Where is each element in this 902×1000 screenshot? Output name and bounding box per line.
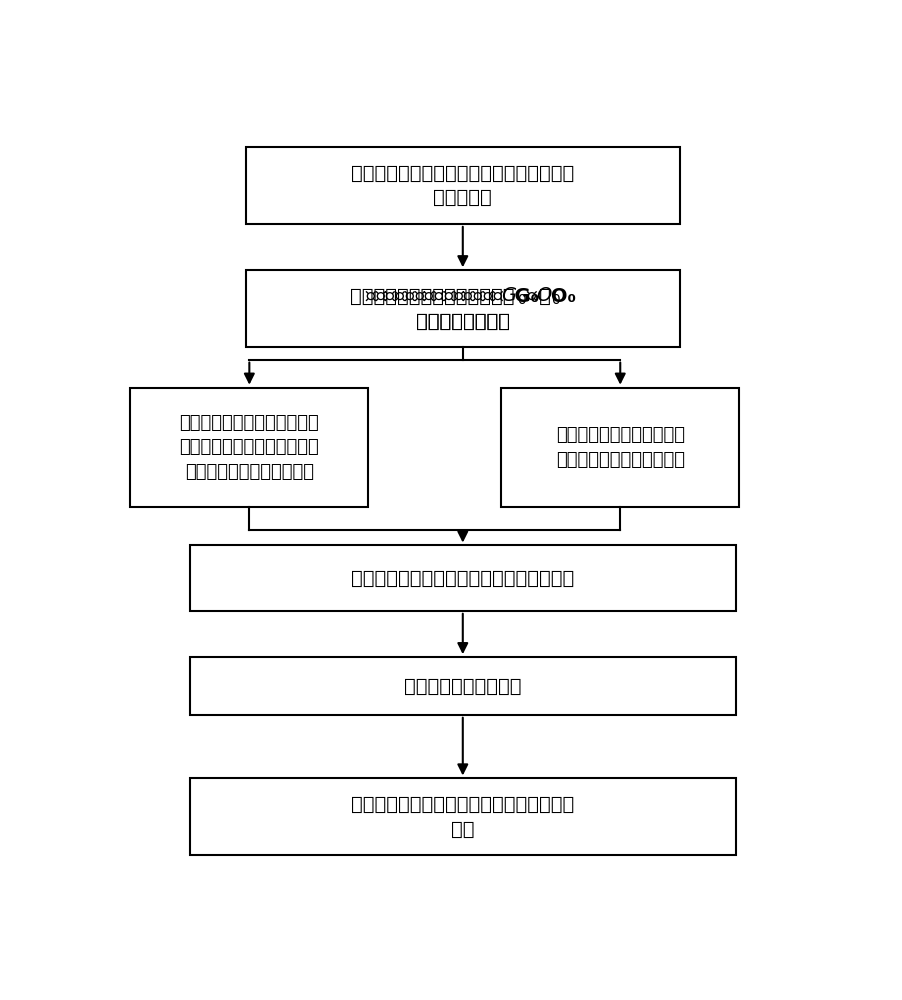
Text: 伸出，获取边框像元的校正参: 伸出，获取边框像元的校正参 [179, 438, 319, 456]
Text: 将初始辐射定标得到的参数矩阵$G_0$、$O_0$: 将初始辐射定标得到的参数矩阵$G_0$、$O_0$ [364, 286, 560, 307]
Text: 校正: 校正 [450, 820, 474, 839]
Bar [130, 388, 368, 507]
Text: 像，并计算其帧间位移参数: 像，并计算其帧间位移参数 [555, 451, 684, 469]
Bar [245, 270, 679, 347]
Bar [189, 778, 735, 855]
Text: 改造红外热像仪，加入可伸缩可控温边框黑: 改造红外热像仪，加入可伸缩可控温边框黑 [351, 164, 574, 183]
Text: 用代数算法计算多组全视场的两点校正参数: 用代数算法计算多组全视场的两点校正参数 [351, 569, 574, 588]
Bar [245, 147, 679, 224]
Text: 作为初始校正参数: 作为初始校正参数 [415, 311, 510, 330]
Text: 将初始辐射定标得到的参数矩阵G₀、O₀: 将初始辐射定标得到的参数矩阵G₀、O₀ [349, 287, 575, 306]
Text: 在两个场景下获取若干帧图: 在两个场景下获取若干帧图 [555, 426, 684, 444]
Text: 数，边框黑体光阑随即缩回: 数，边框黑体光阑随即缩回 [185, 463, 314, 481]
Bar [501, 388, 739, 507]
Text: 更新校正参数，用于后续红外视频的非均匀: 更新校正参数，用于后续红外视频的非均匀 [351, 795, 574, 814]
Text: 体视场光阑: 体视场光阑 [433, 188, 492, 207]
Text: 作为初始校正参数: 作为初始校正参数 [415, 311, 510, 330]
Text: 对校正参数进行帧平均: 对校正参数进行帧平均 [403, 676, 521, 695]
Bar [189, 545, 735, 611]
Bar [189, 657, 735, 715]
Text: 边框黑体视场光阑在高低温下: 边框黑体视场光阑在高低温下 [179, 414, 319, 432]
